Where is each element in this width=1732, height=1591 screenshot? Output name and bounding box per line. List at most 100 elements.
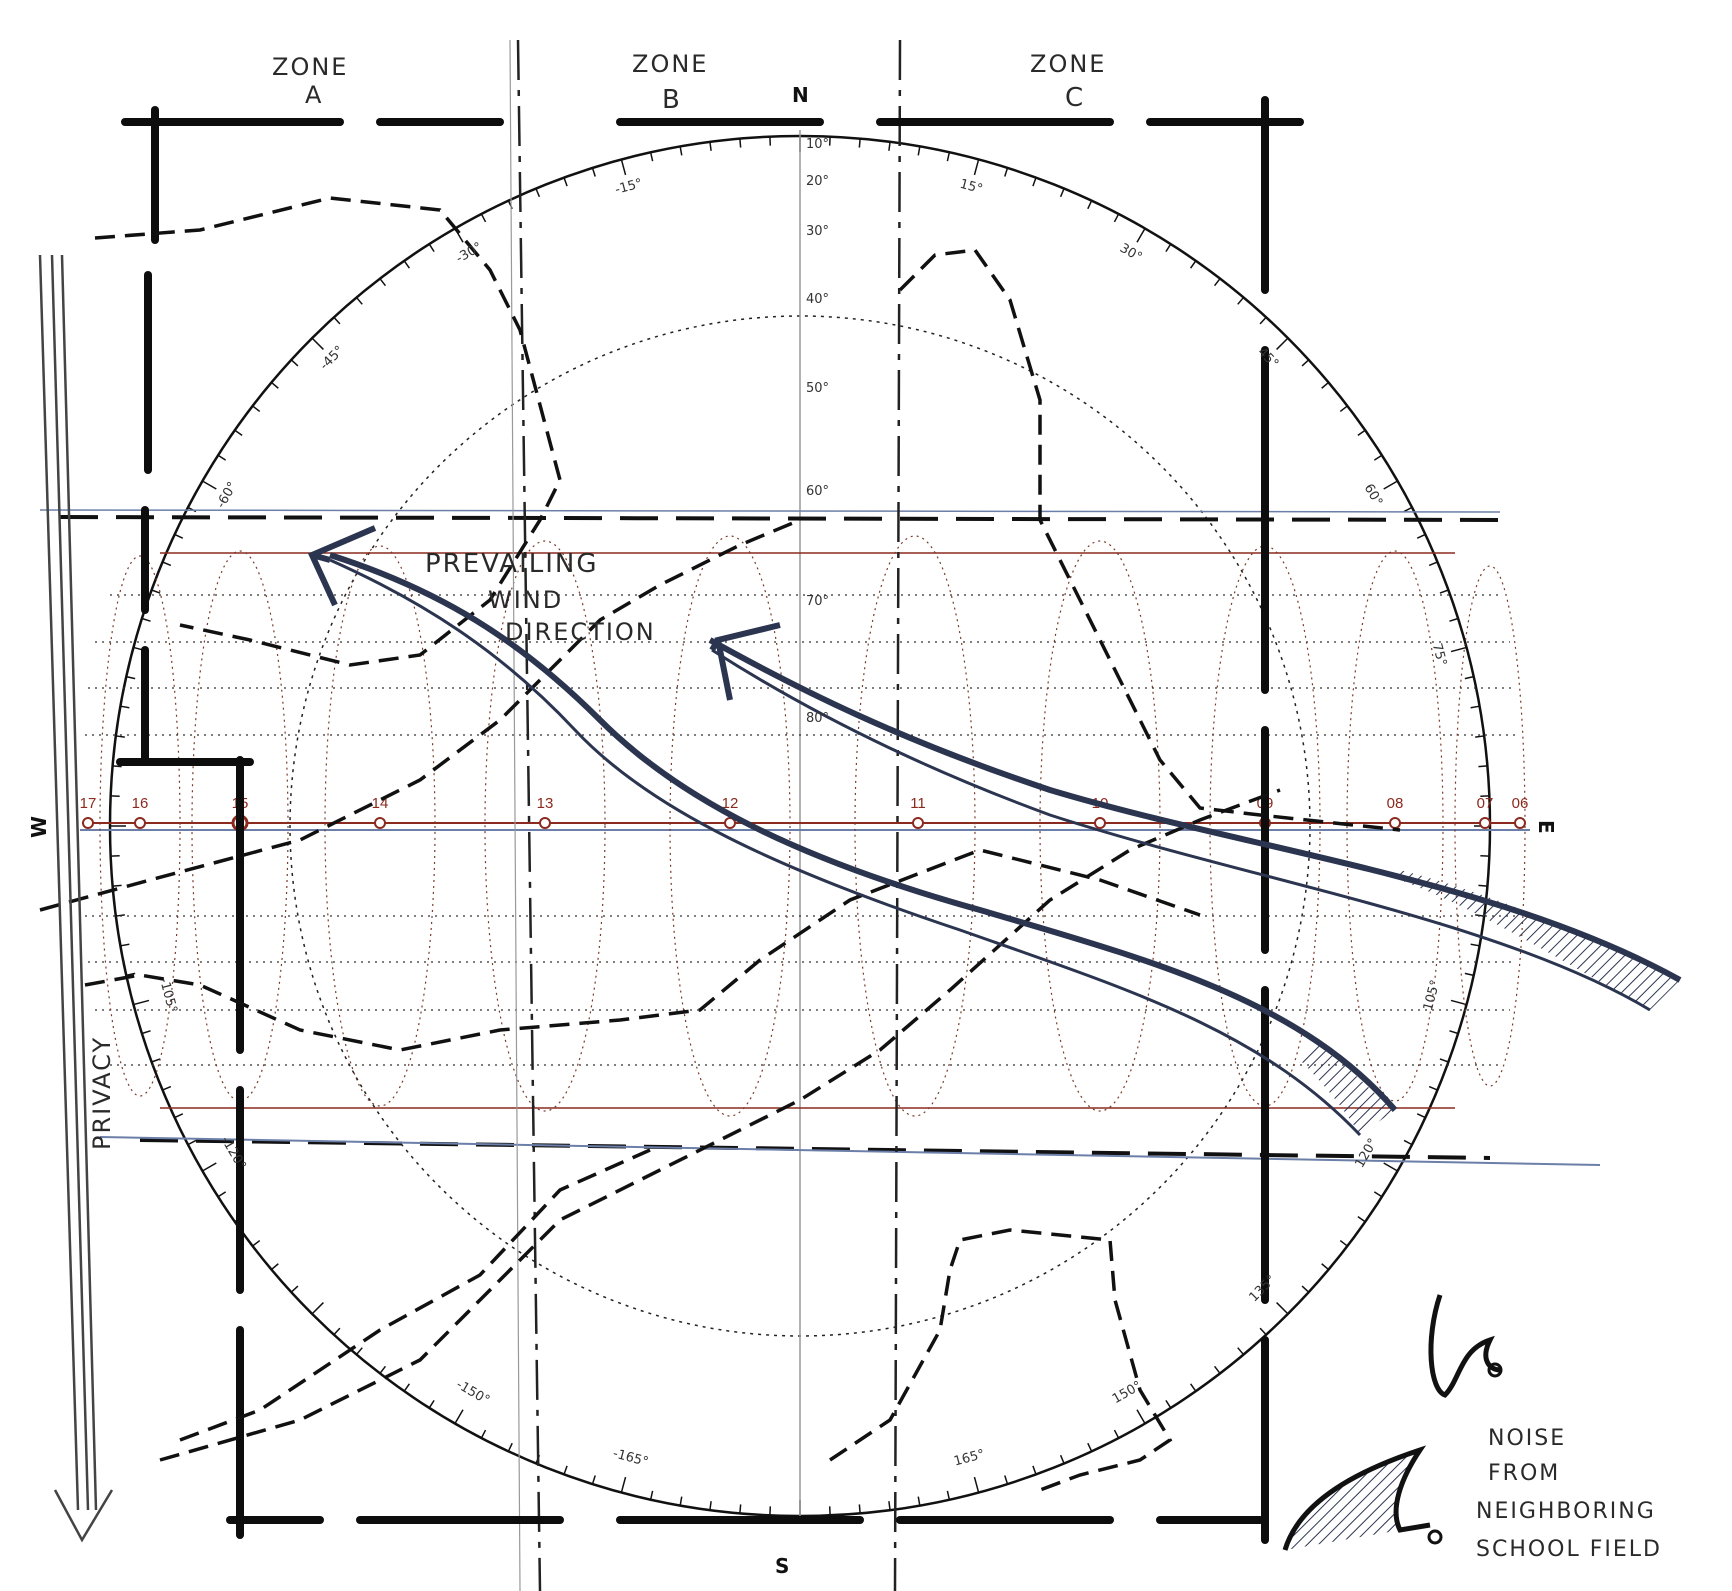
compass-tick: [115, 735, 125, 738]
azimuth-label: -150°: [453, 1377, 492, 1408]
compass-tick: [1276, 1302, 1289, 1315]
compass-tick: [162, 561, 172, 567]
azimuth-label: -165°: [611, 1446, 650, 1470]
hour-label: 11: [910, 795, 926, 812]
compass-tick: [1464, 972, 1474, 977]
altitude-label: 70°: [806, 594, 829, 609]
compass-tick: [1189, 1383, 1197, 1392]
azimuth-label: 75°: [1429, 642, 1449, 668]
zone-a-label-line2: A: [305, 81, 323, 109]
compass-tick: [1439, 1058, 1449, 1063]
compass-tick: [290, 1285, 299, 1293]
hour-marker: [82, 817, 94, 829]
compass-tick: [1087, 200, 1093, 210]
compass-tick: [1321, 1263, 1330, 1271]
compass-tick: [1032, 1465, 1037, 1475]
compass-tick: [1403, 1139, 1413, 1146]
altitude-label: 60°: [806, 484, 829, 499]
compass-tick: [1439, 589, 1449, 594]
compass-tick: [1189, 260, 1197, 269]
compass-tick: [1113, 213, 1120, 223]
compass-tick: [1449, 1030, 1459, 1035]
compass-tick: [270, 381, 279, 389]
diagonal-dash-1: [39, 518, 801, 912]
compass-tick: [1357, 1215, 1366, 1223]
azimuth-label: 30°: [1117, 241, 1144, 266]
prevailing-wind-arrows[interactable]: [307, 525, 1682, 1137]
compass-tick: [591, 1475, 596, 1485]
compass-tick: [1004, 1475, 1009, 1485]
compass-tick: [709, 141, 712, 151]
hour-marker: [1094, 817, 1106, 829]
compass-tick: [1301, 359, 1310, 367]
compass-tick: [1383, 480, 1398, 490]
noise-symbol-upper: [1428, 1294, 1503, 1398]
compass-south: S: [775, 1554, 789, 1578]
analemma-loops: [99, 535, 1526, 1117]
compass-tick: [480, 213, 487, 223]
azimuth-label: 15°: [958, 177, 984, 197]
compass-tick: [1321, 381, 1330, 389]
bell-outline: [829, 1228, 1173, 1492]
compass-east: E: [1534, 820, 1558, 834]
compass-tick: [141, 1030, 151, 1035]
compass-tick: [379, 278, 387, 287]
compass-tick: [1470, 943, 1480, 947]
azimuth-label: 60°: [1361, 482, 1386, 509]
compass-tick: [311, 337, 324, 350]
compass-tick: [1478, 765, 1488, 768]
compass-tick: [1237, 1347, 1245, 1356]
compass-tick: [1373, 1191, 1383, 1198]
compass-tick: [679, 146, 683, 156]
compass-tick: [888, 141, 891, 151]
compass-tick: [217, 1191, 227, 1198]
compass-tick: [1259, 1327, 1267, 1336]
wind-arrow-lower-hatch: [1300, 1040, 1395, 1135]
hour-marker: [539, 817, 551, 829]
altitude-label: 30°: [806, 224, 829, 239]
hour-label: 17: [80, 795, 97, 812]
blue-pencil-line-top: [39, 509, 1501, 513]
compass-tick: [202, 1162, 217, 1172]
compass-tick: [1339, 405, 1348, 413]
zone-a-label-line1: ZONE: [272, 53, 348, 81]
zone-c-label-line2: C: [1065, 83, 1085, 113]
compass-tick: [1428, 561, 1438, 567]
compass-tick: [1470, 705, 1480, 709]
hour-marker: [1514, 817, 1526, 829]
wind-arrow-upper-inner: [711, 648, 1651, 1012]
compass-west: W: [27, 816, 51, 838]
compass-tick: [1213, 1365, 1221, 1374]
wind-arrow-upper-head: [709, 622, 781, 701]
azimuth-label: -30°: [453, 240, 485, 267]
compass-tick: [888, 1501, 891, 1511]
compass-tick: [1165, 243, 1172, 253]
zone-divider-pencil: [509, 39, 521, 1591]
compass-tick: [174, 1113, 184, 1119]
compass-tick: [403, 1383, 411, 1392]
compass-tick: [355, 1347, 363, 1356]
compass-tick: [679, 1496, 683, 1506]
altitude-label: 50°: [806, 381, 829, 396]
hour-marker: [374, 817, 386, 829]
compass-tick: [1428, 1085, 1438, 1091]
hour-label: 13: [537, 795, 554, 812]
zone-c-label-line1: ZONE: [1030, 50, 1106, 78]
compass-tick: [403, 260, 411, 269]
compass-tick: [151, 1058, 161, 1063]
middle-outline: [84, 848, 1201, 1052]
compass-tick: [480, 1429, 487, 1439]
compass-tick: [1416, 1113, 1426, 1119]
compass-tick: [270, 1263, 279, 1271]
sunpath-dotted-grid: [85, 594, 1520, 1066]
bottom-diagonal: [179, 1148, 651, 1442]
zone-a-outline: [94, 196, 562, 667]
terrain-dashed-outlines: [39, 196, 1401, 1492]
compass-tick: [1475, 735, 1485, 738]
altitude-label: 10°: [806, 137, 829, 152]
compass-tick: [333, 1327, 341, 1336]
blue-pencil-line-bottom: [99, 1136, 1601, 1166]
azimuth-label: 105°: [1421, 978, 1444, 1012]
wind-arrow-lower-body: [329, 552, 1398, 1112]
